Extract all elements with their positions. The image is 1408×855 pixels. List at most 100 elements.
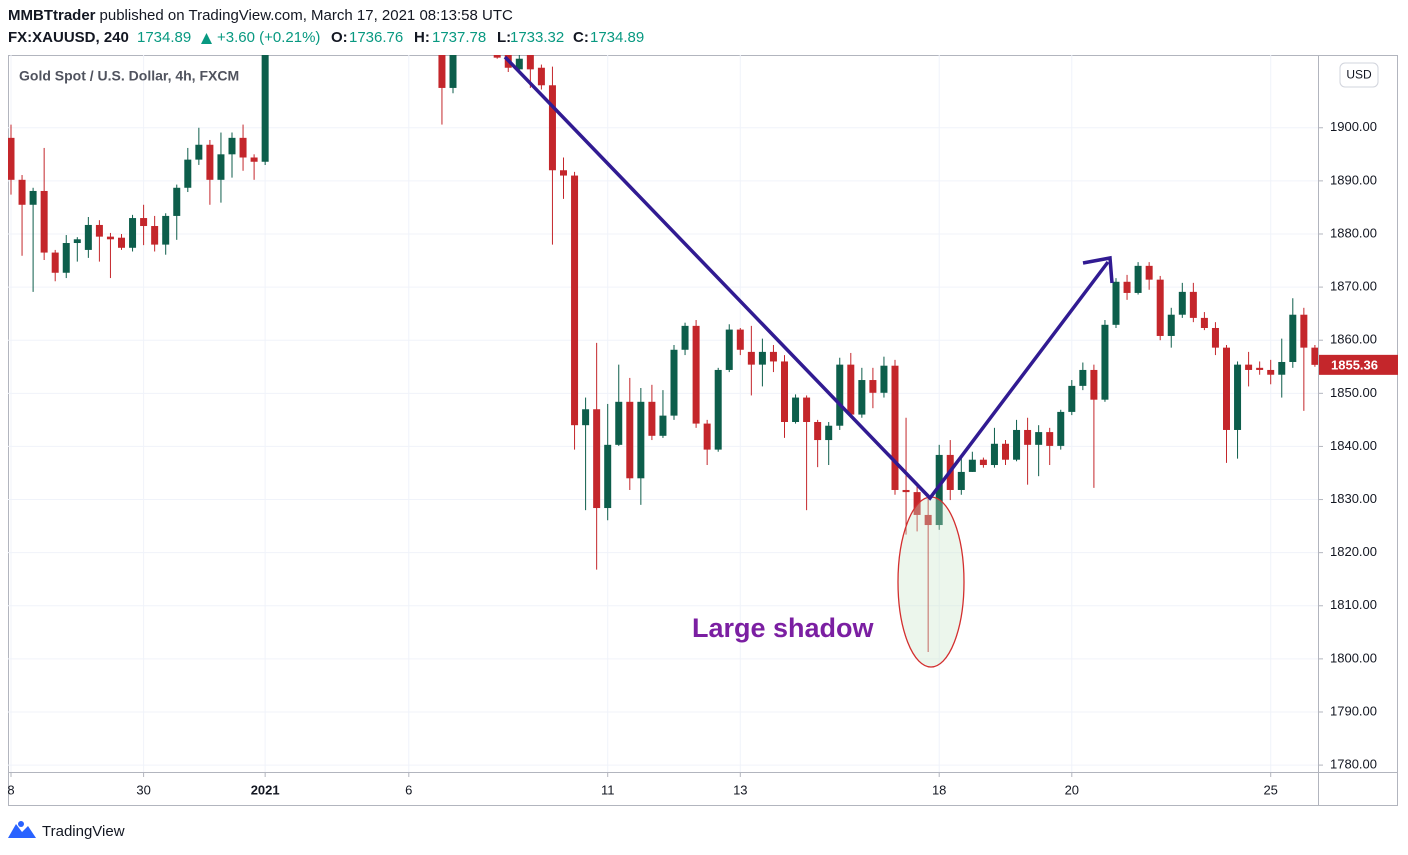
- candle-body: [648, 401, 656, 436]
- candle-body: [891, 365, 899, 490]
- candle-body: [548, 85, 556, 171]
- x-tick-label: 25: [1263, 782, 1277, 797]
- author: MMBTtrader: [8, 7, 96, 24]
- candle-body: [1234, 364, 1242, 430]
- y-tick-label: 1870.00: [1330, 279, 1377, 294]
- candle-body: [582, 409, 590, 426]
- published: published on TradingView.com, March 17, …: [100, 7, 513, 24]
- y-tick-label: 1780.00: [1330, 757, 1377, 772]
- y-tick-label: 1820.00: [1330, 544, 1377, 559]
- annotation: Large shadow: [692, 613, 875, 643]
- x-tick-label: 20: [1065, 782, 1079, 797]
- candle-body: [261, 55, 269, 162]
- candle-body: [880, 365, 888, 393]
- candle-body: [106, 236, 114, 240]
- last-price-badge: [1319, 354, 1398, 375]
- candle-body: [1101, 324, 1109, 400]
- x-tick-label: 2021: [251, 782, 280, 797]
- candle-body: [515, 58, 523, 70]
- candle-body: [173, 187, 181, 216]
- candle-body: [1123, 281, 1131, 293]
- candle-body: [195, 144, 203, 160]
- candle-body: [1278, 361, 1286, 375]
- candle-body: [73, 239, 81, 244]
- candle-body: [239, 137, 247, 158]
- up-triangle: [201, 33, 212, 44]
- candle-body: [836, 364, 844, 426]
- candle-body: [1167, 314, 1175, 336]
- logo-dot: [18, 821, 24, 827]
- candle-body: [637, 401, 645, 479]
- candle-body: [593, 409, 601, 509]
- candle-body: [1178, 291, 1186, 315]
- candle-body: [747, 351, 755, 365]
- candle-body: [1300, 314, 1308, 348]
- candle-body: [129, 218, 137, 248]
- candle-body: [758, 351, 766, 365]
- ohlc-value: 1737.78: [432, 29, 486, 46]
- y-tick-label: 1900.00: [1330, 119, 1377, 134]
- axes: 1780.00 1790.00 1800.00 1810.00 1820.00 1830.…: [7, 119, 1398, 797]
- candle-body: [792, 397, 800, 422]
- candle-body: [95, 224, 103, 237]
- candle-body: [847, 364, 855, 415]
- brand: TradingView: [42, 823, 125, 840]
- candle-body: [449, 55, 457, 88]
- currency-badge: [1339, 62, 1379, 88]
- candle-body: [681, 325, 689, 350]
- candle-body: [1256, 367, 1264, 370]
- frame: [8, 55, 1398, 806]
- candle-body: [1079, 369, 1087, 386]
- candle-body: [1035, 432, 1043, 445]
- candle-body: [615, 401, 623, 445]
- x-tick-label: 6: [405, 782, 412, 797]
- candle-body: [51, 252, 59, 273]
- logo: [8, 821, 36, 838]
- candle-body: [979, 459, 987, 466]
- x-tick-label: 30: [136, 782, 150, 797]
- candle-body: [29, 190, 37, 205]
- candles: [8, 55, 1318, 652]
- candle-body: [8, 137, 15, 180]
- candle-body: [1024, 429, 1032, 445]
- candle-body: [769, 351, 777, 362]
- candle-body: [703, 423, 711, 450]
- y-tick-label: 1800.00: [1330, 650, 1377, 665]
- candle-body: [438, 55, 446, 88]
- candle-body: [571, 175, 579, 426]
- ohlc-label: O:: [331, 29, 348, 46]
- candle-body: [990, 443, 998, 466]
- candle-body: [1145, 265, 1153, 280]
- candle-body: [1311, 347, 1318, 365]
- x-tick-label: 11: [601, 782, 615, 797]
- y-tick-label: 1850.00: [1330, 385, 1377, 400]
- candle-body: [1267, 369, 1275, 375]
- candle-body: [968, 459, 976, 472]
- candle-body: [1112, 281, 1120, 325]
- candle-body: [659, 415, 667, 436]
- candle-body: [1057, 411, 1065, 446]
- x-tick-label: 18: [932, 782, 946, 797]
- y-tick-label: 1810.00: [1330, 597, 1377, 612]
- candle-body: [18, 179, 26, 205]
- candle-body: [935, 454, 943, 526]
- candle-body: [670, 349, 678, 416]
- candle-body: [725, 329, 733, 370]
- candle-body: [781, 361, 788, 422]
- candle-body: [84, 224, 92, 250]
- symbol: FX:XAUUSD, 240: [8, 29, 129, 46]
- candle-body: [858, 380, 866, 415]
- price: 1734.89: [137, 29, 191, 46]
- candle-body: [924, 514, 932, 526]
- candle-body: [118, 237, 125, 248]
- candle-body: [40, 190, 48, 253]
- candle-body: [151, 226, 159, 245]
- ohlc-value: 1733.32: [510, 29, 564, 46]
- candle-body: [626, 401, 634, 479]
- header-line: MMBTtrader published on TradingView.com, …: [8, 7, 513, 24]
- candle-body: [1090, 369, 1098, 400]
- x-tick-label: 8: [7, 782, 14, 797]
- legend-title: Gold Spot / U.S. Dollar, 4h, FXCM: [19, 68, 239, 84]
- candle-body: [560, 170, 567, 176]
